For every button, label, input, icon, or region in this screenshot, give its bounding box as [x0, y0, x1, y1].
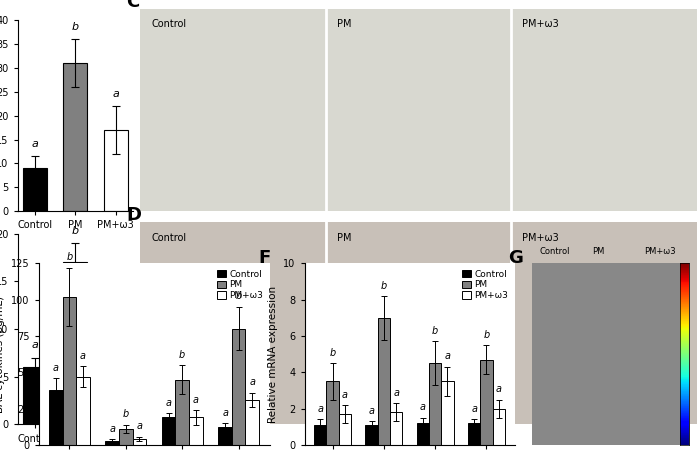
- Text: b: b: [484, 330, 489, 340]
- Legend: Control, PM, PM+ω3: Control, PM, PM+ω3: [460, 268, 510, 302]
- Text: D: D: [126, 206, 141, 224]
- Text: G: G: [508, 249, 524, 267]
- Text: b: b: [432, 326, 438, 336]
- Bar: [22, 168, 47, 211]
- Bar: [104, 130, 128, 211]
- Text: a: a: [166, 398, 172, 408]
- Text: a: a: [342, 390, 348, 400]
- Text: b: b: [236, 291, 241, 301]
- Bar: [246, 400, 259, 445]
- Bar: [62, 297, 76, 445]
- Bar: [232, 329, 246, 445]
- Bar: [416, 423, 429, 445]
- Bar: [119, 429, 132, 445]
- Text: a: a: [368, 406, 374, 416]
- Text: b: b: [330, 348, 335, 358]
- Text: a: a: [249, 377, 256, 387]
- Bar: [468, 423, 480, 445]
- Bar: [441, 381, 454, 445]
- Text: F: F: [258, 249, 270, 267]
- Bar: [63, 63, 88, 211]
- Text: C: C: [126, 0, 139, 11]
- Bar: [378, 318, 390, 445]
- Bar: [162, 417, 176, 445]
- Text: a: a: [80, 351, 86, 361]
- Bar: [218, 428, 232, 445]
- Text: a: a: [393, 388, 399, 398]
- Text: Control: Control: [151, 232, 186, 242]
- Bar: [49, 390, 62, 445]
- Text: a: a: [32, 138, 38, 148]
- Text: b: b: [71, 22, 79, 32]
- Bar: [326, 381, 339, 445]
- Text: PM+ω3: PM+ω3: [522, 232, 559, 242]
- Bar: [339, 414, 351, 445]
- Bar: [429, 363, 441, 445]
- Bar: [76, 377, 90, 445]
- Text: PM+ω3: PM+ω3: [644, 247, 676, 256]
- Text: PM+ω3: PM+ω3: [522, 19, 559, 29]
- Bar: [132, 439, 146, 445]
- Text: a: a: [112, 89, 119, 99]
- Text: a: a: [193, 395, 199, 405]
- Text: a: a: [420, 402, 426, 412]
- Text: a: a: [222, 408, 228, 418]
- Bar: [106, 440, 119, 445]
- Y-axis label: Relative mRNA expression: Relative mRNA expression: [267, 286, 278, 423]
- Text: a: a: [444, 351, 451, 361]
- Text: a: a: [471, 404, 477, 414]
- Text: b: b: [179, 350, 186, 360]
- Text: Control: Control: [540, 247, 570, 256]
- Text: a: a: [136, 421, 142, 431]
- Bar: [189, 417, 202, 445]
- Text: a: a: [112, 321, 119, 331]
- Text: a: a: [32, 340, 38, 350]
- Text: a: a: [496, 384, 502, 394]
- Bar: [493, 409, 505, 445]
- Bar: [480, 360, 493, 445]
- Text: b: b: [122, 409, 129, 419]
- Bar: [22, 367, 47, 424]
- Text: Control: Control: [151, 19, 186, 29]
- Bar: [365, 425, 378, 445]
- Text: a: a: [52, 363, 59, 373]
- Text: b: b: [71, 226, 79, 236]
- Text: PM: PM: [592, 247, 604, 256]
- Bar: [104, 353, 128, 424]
- Bar: [390, 412, 402, 445]
- Bar: [314, 425, 326, 445]
- Text: PM: PM: [337, 19, 351, 29]
- Text: b: b: [66, 252, 72, 262]
- Bar: [63, 262, 88, 424]
- Legend: Control, PM, PM+ω3: Control, PM, PM+ω3: [215, 268, 265, 302]
- Bar: [176, 380, 189, 445]
- Text: b: b: [381, 281, 387, 291]
- Text: a: a: [109, 424, 116, 434]
- Y-axis label: BAL cytokines (pg/mL): BAL cytokines (pg/mL): [0, 296, 6, 413]
- Text: a: a: [317, 404, 323, 414]
- Text: PM: PM: [337, 232, 351, 242]
